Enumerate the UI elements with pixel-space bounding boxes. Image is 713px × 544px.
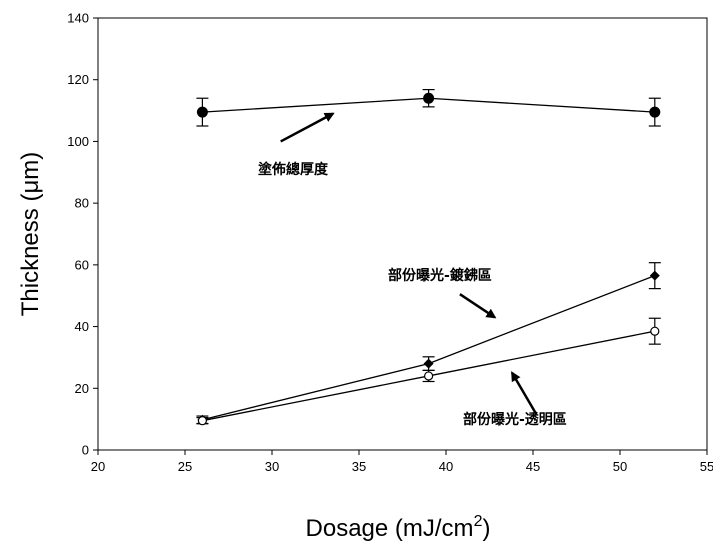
y-axis-label: Thickness (μm) xyxy=(17,152,44,317)
annotation-label: 塗佈總厚度 xyxy=(258,161,329,178)
y-tick-label: 140 xyxy=(67,11,89,26)
annotation-arrow xyxy=(280,112,335,143)
y-tick-label: 100 xyxy=(67,134,89,149)
y-tick-label: 0 xyxy=(82,443,89,458)
x-tick-label: 35 xyxy=(352,459,366,474)
annotation-label: 部份曝光-透明區 xyxy=(463,411,567,428)
annotation-label: 部份曝光-鍍鉘區 xyxy=(388,267,492,284)
x-tick-label: 25 xyxy=(178,459,192,474)
data-point xyxy=(423,92,435,104)
series-line-chrome xyxy=(202,275,656,421)
y-tick-label: 60 xyxy=(75,257,89,272)
x-axis-label-superscript: 2 xyxy=(474,513,483,530)
data-point xyxy=(196,106,208,118)
x-axis-label-main: Dosage (mJ/cm xyxy=(306,515,474,542)
y-tick-label: 120 xyxy=(67,72,89,87)
x-tick-label: 20 xyxy=(91,459,105,474)
x-axis-label-close: ) xyxy=(482,515,490,542)
x-axis-label: Dosage (mJ/cm2) xyxy=(306,513,491,542)
series-total xyxy=(196,88,661,127)
x-tick-label: 45 xyxy=(526,459,540,474)
data-point xyxy=(649,106,661,118)
data-point xyxy=(649,270,660,281)
data-point xyxy=(197,416,207,426)
y-tick-label: 40 xyxy=(75,319,89,334)
data-point xyxy=(423,358,434,369)
x-tick-label: 50 xyxy=(613,459,627,474)
annotation-arrow xyxy=(511,371,538,416)
x-tick-label: 30 xyxy=(265,459,279,474)
data-point xyxy=(424,371,434,381)
y-tick-label: 80 xyxy=(75,196,89,211)
x-tick-label: 40 xyxy=(439,459,453,474)
x-tick-label: 55 xyxy=(700,459,713,474)
data-point xyxy=(650,326,660,336)
series-clear xyxy=(196,317,661,426)
annotation-arrow xyxy=(459,293,497,319)
plot-frame xyxy=(97,17,708,451)
y-tick-label: 20 xyxy=(75,381,89,396)
series-layer xyxy=(196,88,661,426)
